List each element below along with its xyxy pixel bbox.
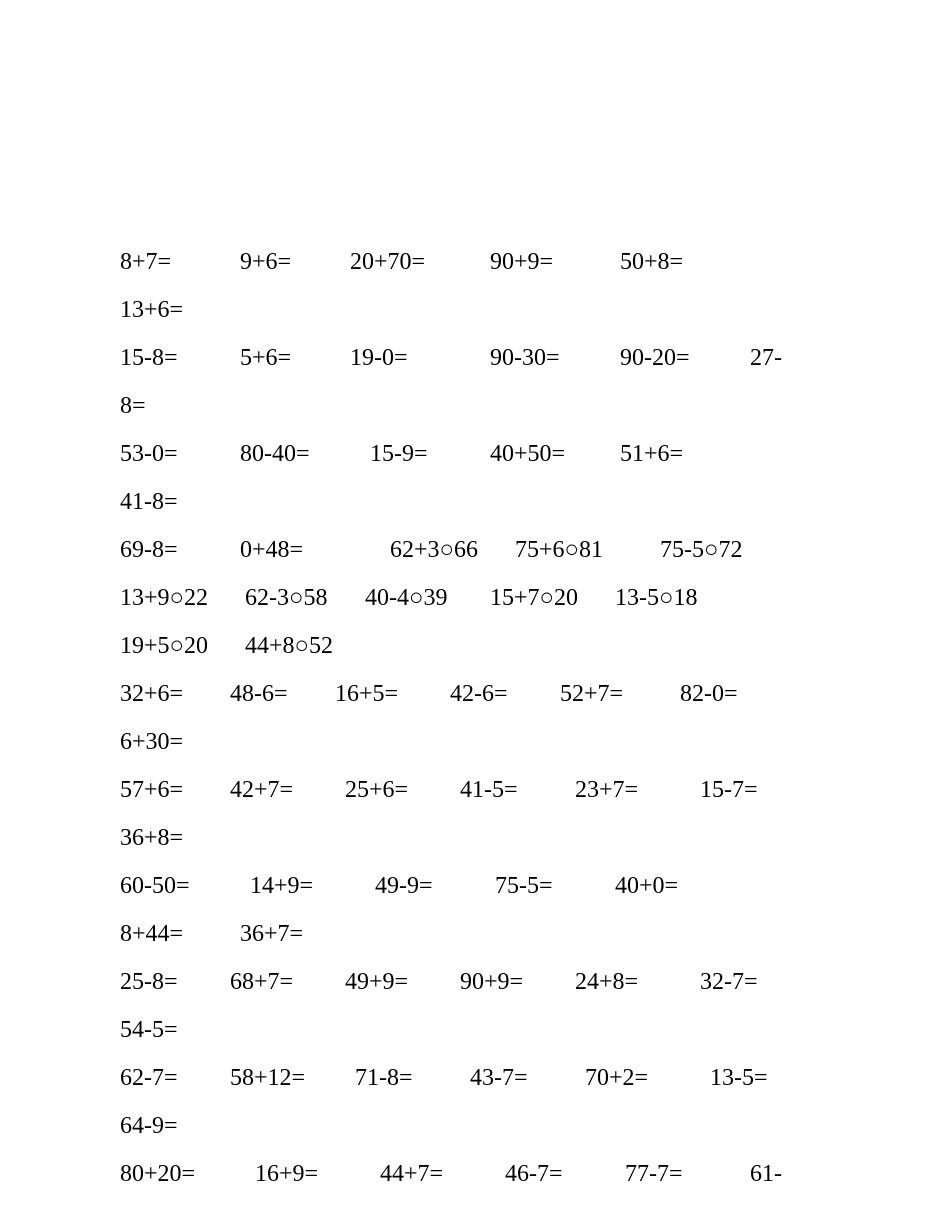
math-expression: 90-30=: [490, 334, 620, 382]
worksheet-line: 8+44=36+7=: [120, 910, 850, 958]
worksheet-line: 36+8=: [120, 814, 850, 862]
math-expression: 19-0=: [350, 334, 490, 382]
math-expression: 20+70=: [350, 238, 490, 286]
math-expression: 51+6=: [620, 430, 730, 478]
math-expression: 6+30=: [120, 718, 240, 766]
math-expression: 36+7=: [240, 910, 350, 958]
math-expression: 8+44=: [120, 910, 240, 958]
math-expression: 90+9=: [490, 238, 620, 286]
math-expression: 44+7=: [380, 1150, 505, 1198]
math-expression: 9+6=: [240, 238, 350, 286]
math-expression: 80+20=: [120, 1150, 255, 1198]
worksheet-line: 13+9○2262-3○5840-4○3915+7○2013-5○18: [120, 574, 850, 622]
math-expression: 13+6=: [120, 286, 240, 334]
math-expression: 82-0=: [680, 670, 780, 718]
worksheet-line: 25-8=68+7=49+9=90+9=24+8=32-7=: [120, 958, 850, 1006]
math-expression: 42-6=: [450, 670, 560, 718]
worksheet-line: 69-8=0+48=62+3○6675+6○8175-5○72: [120, 526, 850, 574]
math-expression: 40+50=: [490, 430, 620, 478]
math-expression: 58+12=: [230, 1054, 355, 1102]
math-expression: 40+0=: [615, 862, 725, 910]
math-expression: 48-6=: [230, 670, 335, 718]
math-expression: 43-7=: [470, 1054, 585, 1102]
worksheet-line: 62-7=58+12=71-8=43-7=70+2=13-5=: [120, 1054, 850, 1102]
math-expression: 62+3○66: [390, 526, 515, 574]
math-expression: 15-7=: [700, 766, 800, 814]
worksheet-line: 8+7=9+6=20+70=90+9=50+8=: [120, 238, 850, 286]
math-expression: 44+8○52: [245, 622, 370, 670]
math-expression: 32+6=: [120, 670, 230, 718]
math-expression: 60-50=: [120, 862, 250, 910]
worksheet-line: 54-5=: [120, 1006, 850, 1054]
worksheet-line: 15-8=5+6=19-0=90-30=90-20=27-: [120, 334, 850, 382]
math-expression: 16+5=: [335, 670, 450, 718]
worksheet-line: 57+6=42+7=25+6=41-5=23+7=15-7=: [120, 766, 850, 814]
math-expression: 57+6=: [120, 766, 230, 814]
math-expression: 25+6=: [345, 766, 460, 814]
math-expression: 49-9=: [375, 862, 495, 910]
math-expression: 15-8=: [120, 334, 240, 382]
worksheet-line: 41-8=: [120, 478, 850, 526]
math-expression: 69-8=: [120, 526, 240, 574]
math-expression: 62-7=: [120, 1054, 230, 1102]
math-expression: 49+9=: [345, 958, 460, 1006]
math-expression: 90-20=: [620, 334, 750, 382]
math-expression: 61-: [750, 1150, 810, 1198]
math-expression: 24+8=: [575, 958, 700, 1006]
math-expression: 70+2=: [585, 1054, 710, 1102]
worksheet-line: 80+20=16+9=44+7=46-7=77-7=61-: [120, 1150, 850, 1198]
math-expression: 80-40=: [240, 430, 370, 478]
math-expression: 40-4○39: [365, 574, 490, 622]
math-expression: 15+7○20: [490, 574, 615, 622]
math-expression: 0+48=: [240, 526, 390, 574]
math-expression: 54-5=: [120, 1006, 240, 1054]
worksheet-line: 8=: [120, 382, 850, 430]
math-expression: 27-: [750, 334, 810, 382]
math-expression: 75+6○81: [515, 526, 660, 574]
math-expression: 15-9=: [370, 430, 490, 478]
math-expression: 52+7=: [560, 670, 680, 718]
math-expression: 14+9=: [250, 862, 375, 910]
math-expression: 71-8=: [355, 1054, 470, 1102]
worksheet-page: 8+7=9+6=20+70=90+9=50+8=13+6=15-8=5+6=19…: [120, 238, 850, 1198]
math-expression: 13-5○18: [615, 574, 735, 622]
math-expression: 53-0=: [120, 430, 240, 478]
math-expression: 16+9=: [255, 1150, 380, 1198]
math-expression: 19+5○20: [120, 622, 245, 670]
math-expression: 41-5=: [460, 766, 575, 814]
math-expression: 77-7=: [625, 1150, 750, 1198]
math-expression: 68+7=: [230, 958, 345, 1006]
math-expression: 5+6=: [240, 334, 350, 382]
math-expression: 8+7=: [120, 238, 240, 286]
worksheet-line: 13+6=: [120, 286, 850, 334]
math-expression: 13-5=: [710, 1054, 810, 1102]
math-expression: 64-9=: [120, 1102, 240, 1150]
math-expression: 32-7=: [700, 958, 800, 1006]
worksheet-line: 64-9=: [120, 1102, 850, 1150]
math-expression: 90+9=: [460, 958, 575, 1006]
math-expression: 50+8=: [620, 238, 730, 286]
math-expression: 46-7=: [505, 1150, 625, 1198]
math-expression: 25-8=: [120, 958, 230, 1006]
worksheet-line: 53-0=80-40=15-9=40+50=51+6=: [120, 430, 850, 478]
math-expression: 62-3○58: [245, 574, 365, 622]
math-expression: 42+7=: [230, 766, 345, 814]
math-expression: 41-8=: [120, 478, 240, 526]
math-expression: 23+7=: [575, 766, 700, 814]
math-expression: 75-5○72: [660, 526, 780, 574]
worksheet-line: 32+6=48-6=16+5=42-6=52+7=82-0=: [120, 670, 850, 718]
worksheet-line: 60-50=14+9=49-9=75-5=40+0=: [120, 862, 850, 910]
math-expression: 36+8=: [120, 814, 240, 862]
worksheet-line: 19+5○2044+8○52: [120, 622, 850, 670]
math-expression: 13+9○22: [120, 574, 245, 622]
math-expression: 8=: [120, 382, 180, 430]
worksheet-line: 6+30=: [120, 718, 850, 766]
math-expression: 75-5=: [495, 862, 615, 910]
